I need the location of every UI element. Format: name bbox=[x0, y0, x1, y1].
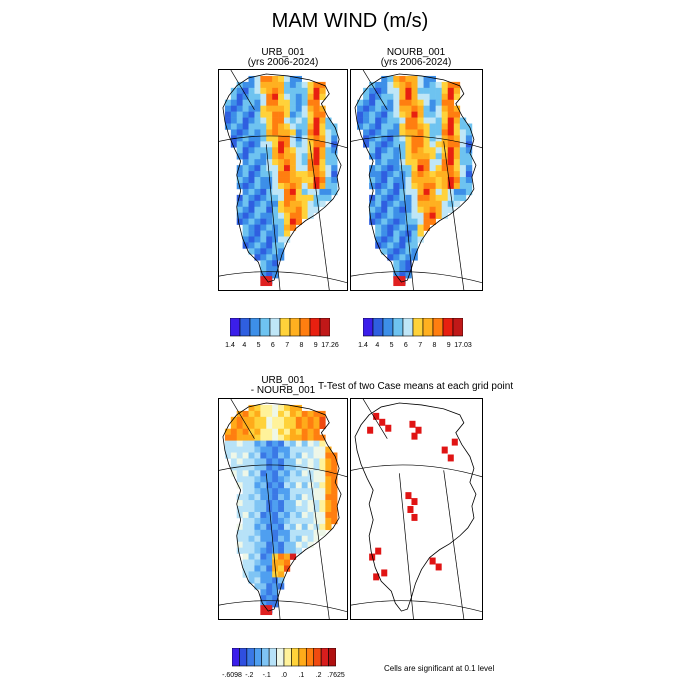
colorbar-swatch bbox=[402, 317, 414, 337]
difference-colorbar: -.6098 -.2 -.1 .0 .1 .2 .7625 bbox=[222, 647, 345, 684]
colorbar-swatch bbox=[452, 317, 464, 337]
colorbar-swatch bbox=[259, 317, 271, 337]
nourb-colorbar: 1.4 4 5 6 7 8 9 17.03 bbox=[358, 317, 472, 354]
colorbar-swatch bbox=[299, 317, 311, 337]
colorbar-swatch bbox=[305, 647, 315, 667]
panel1-subtitle: (yrs 2006-2024) bbox=[247, 57, 319, 68]
panel2-subtitle: (yrs 2006-2024) bbox=[380, 57, 452, 68]
urb-wind-map bbox=[218, 69, 348, 291]
colorbar-swatch bbox=[362, 317, 374, 337]
colorbar-tick-label: .7625 bbox=[327, 672, 345, 679]
colorbar-swatch bbox=[412, 317, 424, 337]
colorbar-swatch bbox=[269, 317, 281, 337]
colorbar-tick-label: -.1 bbox=[262, 672, 271, 679]
colorbar-swatch bbox=[279, 317, 291, 337]
colorbar-swatch bbox=[253, 647, 263, 667]
panel2-title: NOURB_001 (yrs 2006-2024) bbox=[350, 48, 482, 68]
colorbar-tick-label: .1 bbox=[298, 672, 305, 679]
colorbar-tick-label: 5 bbox=[389, 342, 394, 349]
colorbar-tick-label: 17.26 bbox=[321, 342, 339, 349]
colorbar-swatches bbox=[362, 317, 464, 337]
colorbar-swatch bbox=[231, 647, 240, 667]
colorbar-swatch bbox=[328, 647, 337, 667]
colorbar-tick-label: 9 bbox=[446, 342, 451, 349]
colorbar-tick-label: 7 bbox=[418, 342, 423, 349]
colorbar-swatch bbox=[298, 647, 307, 667]
colorbar-tick-label: 8 bbox=[299, 342, 304, 349]
colorbar-swatches bbox=[231, 647, 337, 667]
colorbar-swatch bbox=[229, 317, 241, 337]
colorbar-swatch bbox=[319, 317, 331, 337]
colorbar-swatch bbox=[372, 317, 384, 337]
colorbar-swatch bbox=[442, 317, 454, 337]
difference-map bbox=[218, 398, 348, 620]
main-title: MAM WIND (m/s) bbox=[271, 10, 429, 32]
colorbar-tick-label: 6 bbox=[403, 342, 408, 349]
colorbar-swatch bbox=[320, 647, 329, 667]
colorbar-tick-label: .2 bbox=[315, 672, 322, 679]
colorbar-swatch bbox=[246, 647, 255, 667]
panel3-title-text: URB_001 bbox=[261, 375, 305, 386]
panel1-title: URB_001 (yrs 2006-2024) bbox=[218, 48, 348, 68]
ttest-map bbox=[350, 398, 483, 620]
colorbar-tick-label: 1.4 bbox=[225, 342, 235, 349]
colorbar-swatch bbox=[432, 317, 444, 337]
panel4-title: T-Test of two Case means at each grid po… bbox=[318, 381, 514, 392]
colorbar-swatch bbox=[239, 317, 251, 337]
colorbar-tick-label: 6 bbox=[270, 342, 275, 349]
colorbar-swatch bbox=[392, 317, 404, 337]
colorbar-tick-label: 4 bbox=[375, 342, 380, 349]
colorbar-tick-label: 1.4 bbox=[358, 342, 368, 349]
panel2-title-text: NOURB_001 bbox=[386, 47, 446, 58]
colorbar-swatch bbox=[382, 317, 394, 337]
colorbar-swatch bbox=[283, 647, 292, 667]
panel3-title: URB_001 - NOURB_001 bbox=[218, 376, 348, 396]
significance-note: Cells are significant at 0.1 level bbox=[384, 664, 495, 673]
colorbar-tick-label: -.6098 bbox=[222, 672, 242, 679]
colorbar-tick-label: 4 bbox=[242, 342, 247, 349]
colorbar-swatch bbox=[261, 647, 270, 667]
colorbar-swatch bbox=[422, 317, 434, 337]
colorbar-swatch bbox=[249, 317, 261, 337]
panel1-title-text: URB_001 bbox=[261, 47, 305, 58]
colorbar-tick-label: 5 bbox=[256, 342, 261, 349]
colorbar-tick-label: 17.03 bbox=[454, 342, 472, 349]
colorbar-swatch bbox=[239, 647, 248, 667]
colorbar-tick-label: -.2 bbox=[245, 672, 254, 679]
colorbar-swatch bbox=[289, 317, 301, 337]
urb-colorbar: 1.4 4 5 6 7 8 9 17.26 bbox=[225, 317, 339, 354]
colorbar-swatch bbox=[291, 647, 300, 667]
colorbar-swatch bbox=[276, 647, 285, 667]
colorbar-tick-label: 8 bbox=[432, 342, 437, 349]
colorbar-tick-label: 7 bbox=[285, 342, 290, 349]
colorbar-swatch bbox=[268, 647, 277, 667]
nourb-wind-map bbox=[350, 69, 483, 291]
colorbar-tick-label: .0 bbox=[281, 672, 287, 679]
panel3-subtitle: - NOURB_001 bbox=[250, 385, 316, 396]
colorbar-swatch bbox=[309, 317, 321, 337]
colorbar-swatch bbox=[313, 647, 322, 667]
colorbar-swatches bbox=[229, 317, 331, 337]
colorbar-tick-label: 9 bbox=[313, 342, 318, 349]
